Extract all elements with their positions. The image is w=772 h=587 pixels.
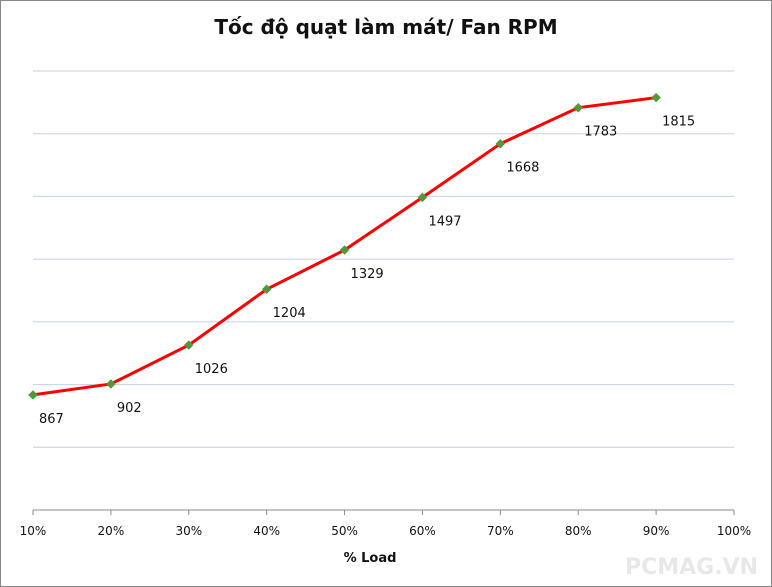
x-tick-label: 60% — [409, 524, 436, 538]
marker — [106, 379, 116, 389]
marker — [495, 138, 506, 149]
marker — [651, 92, 661, 103]
marker — [28, 390, 38, 400]
x-tick-label: 20% — [98, 524, 125, 538]
x-axis-title: % Load — [344, 551, 397, 566]
watermark: PCMAG.VN — [625, 555, 758, 580]
data-label: 1329 — [351, 267, 384, 282]
x-tick-label: 70% — [487, 524, 514, 538]
x-tick-label: 100% — [717, 524, 751, 538]
x-tick-label: 90% — [643, 524, 670, 538]
data-label: 1497 — [428, 214, 461, 229]
x-tick-label: 30% — [175, 524, 202, 538]
marker — [573, 102, 584, 113]
marker — [183, 340, 194, 350]
data-label: 1783 — [584, 125, 617, 140]
x-tick-label: 50% — [331, 524, 358, 538]
x-tick-label: 10% — [20, 524, 47, 538]
chart-title: Tốc độ quạt làm mát/ Fan RPM — [214, 15, 557, 39]
data-label: 1815 — [662, 115, 695, 130]
marker — [339, 245, 350, 255]
x-tick-label: 40% — [253, 524, 280, 538]
marker — [261, 284, 272, 295]
data-label: 867 — [39, 412, 64, 427]
x-tick-label: 80% — [565, 524, 592, 538]
data-label: 1668 — [506, 161, 539, 176]
data-label: 902 — [117, 401, 142, 416]
marker — [417, 192, 428, 203]
data-label: 1026 — [195, 362, 228, 377]
data-label: 1204 — [273, 306, 306, 321]
